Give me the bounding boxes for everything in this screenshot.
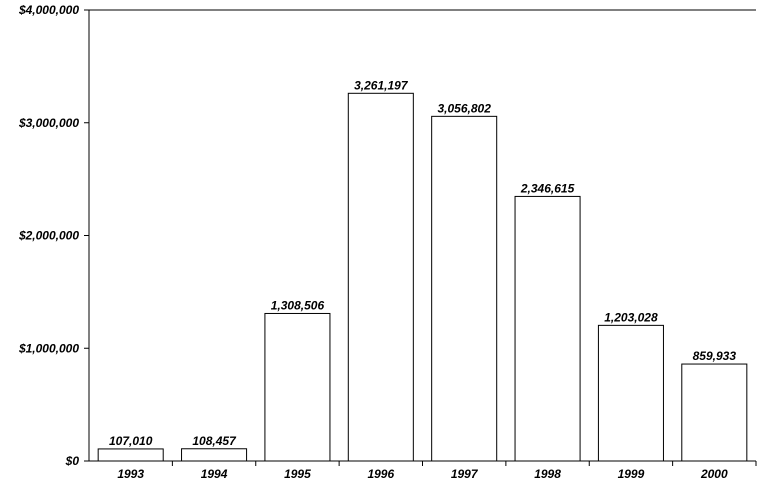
data-label-1994: 108,457 <box>192 434 237 448</box>
bar-1993 <box>97 448 164 462</box>
x-tick-label-1994: 1994 <box>201 467 228 481</box>
data-label-1993: 107,010 <box>109 434 153 448</box>
x-tick-label-1996: 1996 <box>367 467 394 481</box>
bar-1997 <box>431 115 498 462</box>
y-tick-label: $0 <box>65 454 80 468</box>
bar-1999 <box>597 324 664 462</box>
y-tick-label: $1,000,000 <box>18 341 79 355</box>
data-label-2000: 859,933 <box>693 349 737 363</box>
y-tick-label: $2,000,000 <box>18 229 79 243</box>
bar-1995 <box>264 312 331 462</box>
data-label-1996: 3,261,197 <box>354 78 409 92</box>
x-tick-label-1999: 1999 <box>618 467 645 481</box>
x-tick-label-1993: 1993 <box>117 467 144 481</box>
bar-1996 <box>347 92 414 462</box>
bar-1998 <box>514 195 581 462</box>
x-tick-label-1997: 1997 <box>451 467 479 481</box>
data-label-1998: 2,346,615 <box>520 181 575 195</box>
bar-1994 <box>181 448 248 462</box>
data-label-1997: 3,056,802 <box>437 101 491 115</box>
bars <box>97 92 748 462</box>
data-label-1999: 1,203,028 <box>604 310 658 324</box>
x-tick-label-1995: 1995 <box>284 467 311 481</box>
y-tick-label: $4,000,000 <box>18 3 79 17</box>
x-tick-label-2000: 2000 <box>700 467 728 481</box>
labels: $0 $1,000,000 $2,000,000 $3,000,000 $4,000,0… <box>18 3 736 481</box>
data-label-1995: 1,308,506 <box>271 298 325 312</box>
y-tick-label: $3,000,000 <box>18 116 79 130</box>
bar-2000 <box>681 363 748 462</box>
x-tick-label-1998: 1998 <box>534 467 561 481</box>
